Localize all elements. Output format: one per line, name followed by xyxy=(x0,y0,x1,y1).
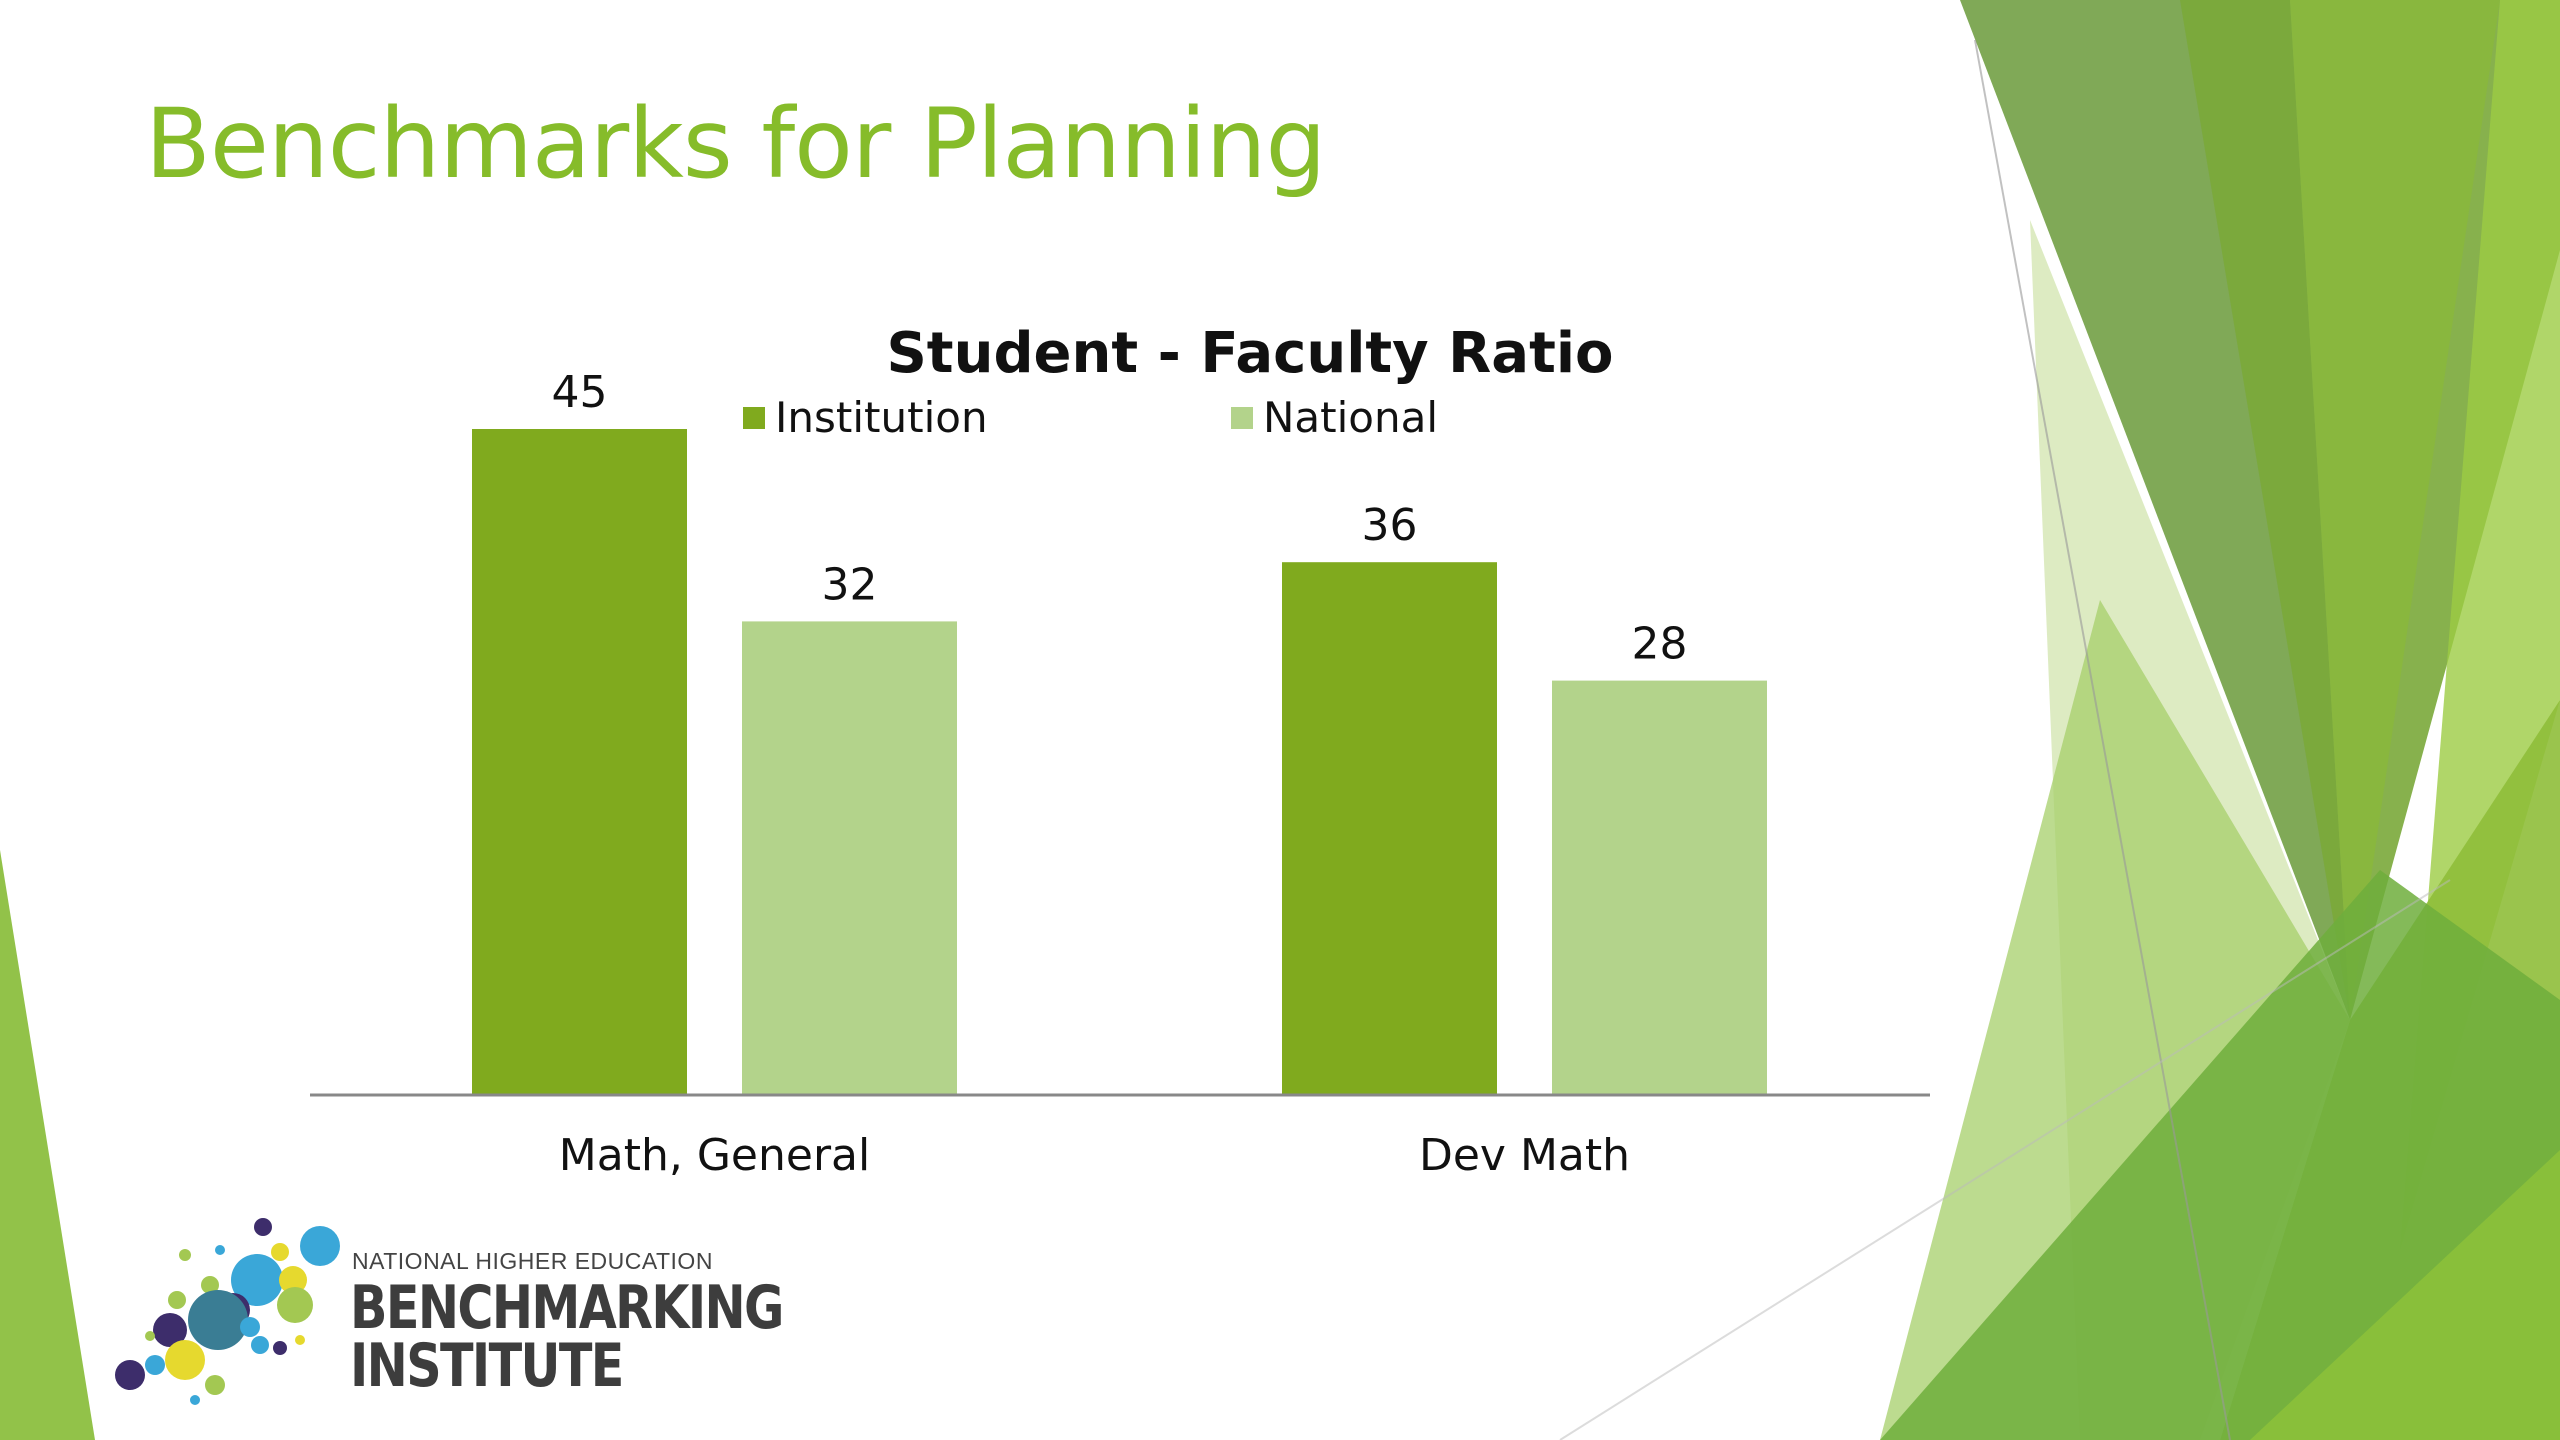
data-label: 32 xyxy=(822,559,878,610)
logo-line2: BENCHMARKING xyxy=(350,1273,784,1343)
chart-legend: Institution National xyxy=(743,393,1438,442)
slide-title: Benchmarks for Planning xyxy=(145,88,1326,200)
legend-swatch-institution xyxy=(743,407,765,429)
category-label: Dev Math xyxy=(1419,1130,1630,1181)
bar-institution-1 xyxy=(472,429,687,1095)
category-label: Math, General xyxy=(559,1130,870,1181)
data-label: 36 xyxy=(1362,500,1418,551)
legend-swatch-national xyxy=(1231,407,1253,429)
chart-bars: 45 32 36 28 xyxy=(472,367,1767,1095)
category-labels: Math, General Dev Math xyxy=(559,1130,1630,1181)
bar-national-1 xyxy=(742,621,957,1095)
logo-line1: NATIONAL HIGHER EDUCATION xyxy=(352,1248,713,1274)
bar-national-2 xyxy=(1552,680,1767,1095)
legend-label-national: National xyxy=(1263,393,1438,442)
logo-line3: INSTITUTE xyxy=(350,1331,624,1401)
chart-title: Student - Faculty Ratio xyxy=(886,321,1613,386)
legend-label-institution: Institution xyxy=(775,393,988,442)
data-label: 45 xyxy=(552,367,608,418)
bar-institution-2 xyxy=(1282,562,1497,1095)
dots-cluster-icon xyxy=(115,1218,340,1405)
data-label: 28 xyxy=(1632,619,1688,670)
